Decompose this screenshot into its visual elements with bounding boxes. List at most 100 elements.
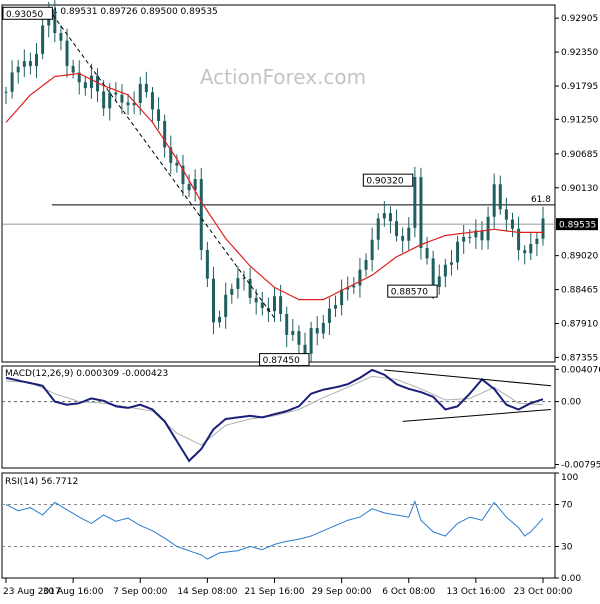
candle-body bbox=[77, 72, 81, 83]
trendline bbox=[48, 8, 275, 319]
candle-body bbox=[443, 264, 447, 277]
annotation-box bbox=[2, 6, 53, 20]
candle-body bbox=[114, 92, 118, 95]
candle-body bbox=[187, 184, 191, 191]
candle-body bbox=[346, 287, 350, 290]
annotation-label: 0.90320 bbox=[366, 177, 403, 187]
candle-body bbox=[199, 179, 203, 250]
rsi-panel: RSI(14) 56.7712 100 70 30 0.00 bbox=[1, 472, 581, 584]
candle-body bbox=[28, 61, 32, 67]
candle-body bbox=[352, 285, 356, 288]
rsi-panel-frame bbox=[1, 472, 556, 579]
candle-body bbox=[150, 92, 154, 110]
rsi-ytick-label: 70 bbox=[561, 501, 573, 511]
candle-body bbox=[248, 278, 252, 298]
candle-body bbox=[96, 75, 100, 92]
price-ytick-label: 0.90130 bbox=[561, 184, 598, 194]
candle-body bbox=[523, 250, 527, 254]
candle-body bbox=[242, 278, 246, 280]
current-price-tag bbox=[556, 218, 598, 231]
candle-body bbox=[382, 213, 386, 219]
candle-body bbox=[41, 25, 45, 54]
price-ytick-label: 0.87910 bbox=[561, 319, 598, 329]
candle-body bbox=[108, 92, 112, 109]
annotation-label: 0.88570 bbox=[391, 288, 428, 298]
candle-body bbox=[425, 248, 429, 259]
candle-body bbox=[273, 296, 276, 312]
price-ytick-label: 0.88465 bbox=[561, 286, 598, 296]
macd-panel: MACD(12,26,9) 0.000309 -0.000423 0.004076… bbox=[1, 365, 600, 470]
candle-body bbox=[71, 65, 75, 73]
price-ytick-label: 0.92905 bbox=[561, 14, 598, 24]
candle-body bbox=[65, 40, 69, 66]
price-panel: ActionForex.com EURGBP,H4 0.89531 0.89726… bbox=[1, 0, 598, 367]
candle-body bbox=[16, 66, 20, 73]
moving-average-line bbox=[5, 72, 543, 301]
candle-body bbox=[163, 120, 167, 148]
candle-body bbox=[175, 162, 179, 166]
candle-body bbox=[529, 243, 533, 254]
candle-body bbox=[157, 109, 161, 121]
candle-body bbox=[541, 218, 545, 239]
annotation-box bbox=[387, 284, 438, 298]
candle-body bbox=[401, 236, 405, 241]
current-price-label: 0.89535 bbox=[559, 221, 596, 231]
candle-body bbox=[279, 296, 283, 314]
rsi-ytick-label: 100 bbox=[561, 473, 578, 483]
macd-triangle-lower bbox=[402, 408, 552, 422]
candle-body bbox=[169, 147, 173, 163]
rsi-header: RSI(14) 56.7712 bbox=[5, 477, 78, 487]
candle-body bbox=[181, 165, 185, 185]
candle-body bbox=[89, 75, 93, 89]
x-tick-label: 21 Sep 16:00 bbox=[244, 587, 304, 597]
candle-body bbox=[480, 230, 484, 241]
candle-body bbox=[193, 179, 197, 191]
macd-ytick-label: 0.00 bbox=[561, 398, 581, 408]
price-ytick-label: 0.90685 bbox=[561, 150, 598, 160]
candle-body bbox=[10, 72, 14, 92]
candle-body bbox=[205, 249, 209, 279]
candle-body bbox=[309, 328, 313, 354]
candle-body bbox=[510, 219, 514, 229]
candle-body bbox=[437, 276, 441, 288]
x-tick-label: 7 Sep 00:00 bbox=[113, 587, 168, 597]
x-tick-label: 30 Aug 16:00 bbox=[43, 587, 104, 597]
rsi-ytick-label: 0.00 bbox=[561, 574, 581, 584]
candle-body bbox=[492, 184, 496, 217]
candle-body bbox=[321, 322, 325, 334]
candle-body bbox=[340, 289, 344, 306]
annotation-label: 0.87450 bbox=[263, 356, 300, 366]
x-tick-label: 13 Oct 16:00 bbox=[447, 587, 506, 597]
candle-body bbox=[535, 238, 539, 244]
candle-body bbox=[4, 91, 8, 93]
macd-header: MACD(12,26,9) 0.000309 -0.000423 bbox=[5, 369, 168, 379]
candle-body bbox=[236, 278, 240, 289]
candle-body bbox=[431, 258, 435, 288]
candle-body bbox=[230, 288, 234, 295]
price-ytick-label: 0.91795 bbox=[561, 82, 598, 92]
candle-body bbox=[468, 236, 472, 238]
candle-body bbox=[144, 83, 148, 93]
price-panel-frame bbox=[1, 4, 556, 363]
watermark: ActionForex.com bbox=[200, 65, 366, 89]
macd-triangle-upper bbox=[384, 369, 552, 387]
candle-body bbox=[120, 94, 124, 103]
candle-body bbox=[132, 102, 136, 106]
macd-ytick-label: -0.007956 bbox=[561, 460, 600, 470]
candle-body bbox=[517, 228, 521, 251]
x-tick-label: 23 Oct 00:00 bbox=[514, 587, 573, 597]
candle-body bbox=[358, 269, 362, 286]
candle-body bbox=[376, 218, 380, 240]
price-ytick-label: 0.92350 bbox=[561, 48, 598, 58]
candle-body bbox=[126, 102, 130, 106]
x-tick-label: 6 Oct 08:00 bbox=[382, 587, 435, 597]
candle-body bbox=[449, 262, 453, 265]
candle-body bbox=[474, 230, 478, 238]
macd-panel-frame bbox=[1, 365, 556, 469]
candle-body bbox=[419, 177, 423, 249]
fib-label: 61.8 bbox=[531, 195, 551, 205]
candle-body bbox=[370, 239, 374, 261]
candle-body bbox=[285, 313, 289, 335]
macd-ytick-label: 0.004076 bbox=[561, 365, 600, 375]
